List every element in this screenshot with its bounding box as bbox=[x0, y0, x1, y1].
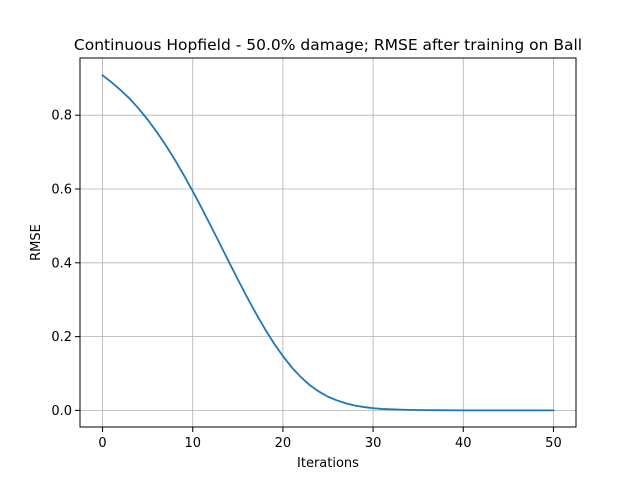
x-axis-label: Iterations bbox=[297, 456, 359, 471]
y-tick-label: 0.2 bbox=[51, 330, 72, 345]
chart-title: Continuous Hopfield - 50.0% damage; RMSE… bbox=[74, 36, 582, 54]
x-tick-label: 0 bbox=[98, 436, 106, 451]
y-axis-label: RMSE bbox=[29, 224, 44, 261]
x-tick-label: 50 bbox=[545, 436, 562, 451]
x-axis-ticks: 0 10 20 30 40 50 bbox=[98, 427, 562, 451]
plot-area bbox=[80, 58, 576, 427]
plot-frame bbox=[79, 57, 577, 428]
x-tick-label: 30 bbox=[365, 436, 382, 451]
y-axis-ticks: 0.0 0.2 0.4 0.6 0.8 bbox=[51, 109, 80, 419]
grid-lines bbox=[80, 58, 576, 427]
series-line bbox=[101, 74, 555, 412]
y-tick-label: 0.8 bbox=[51, 109, 72, 124]
series-layer bbox=[101, 74, 555, 412]
x-tick-label: 20 bbox=[275, 436, 292, 451]
y-tick-label: 0.0 bbox=[51, 404, 72, 419]
x-tick-label: 10 bbox=[184, 436, 201, 451]
x-tick-label: 40 bbox=[455, 436, 472, 451]
y-tick-label: 0.4 bbox=[51, 256, 72, 271]
y-tick-label: 0.6 bbox=[51, 182, 72, 197]
